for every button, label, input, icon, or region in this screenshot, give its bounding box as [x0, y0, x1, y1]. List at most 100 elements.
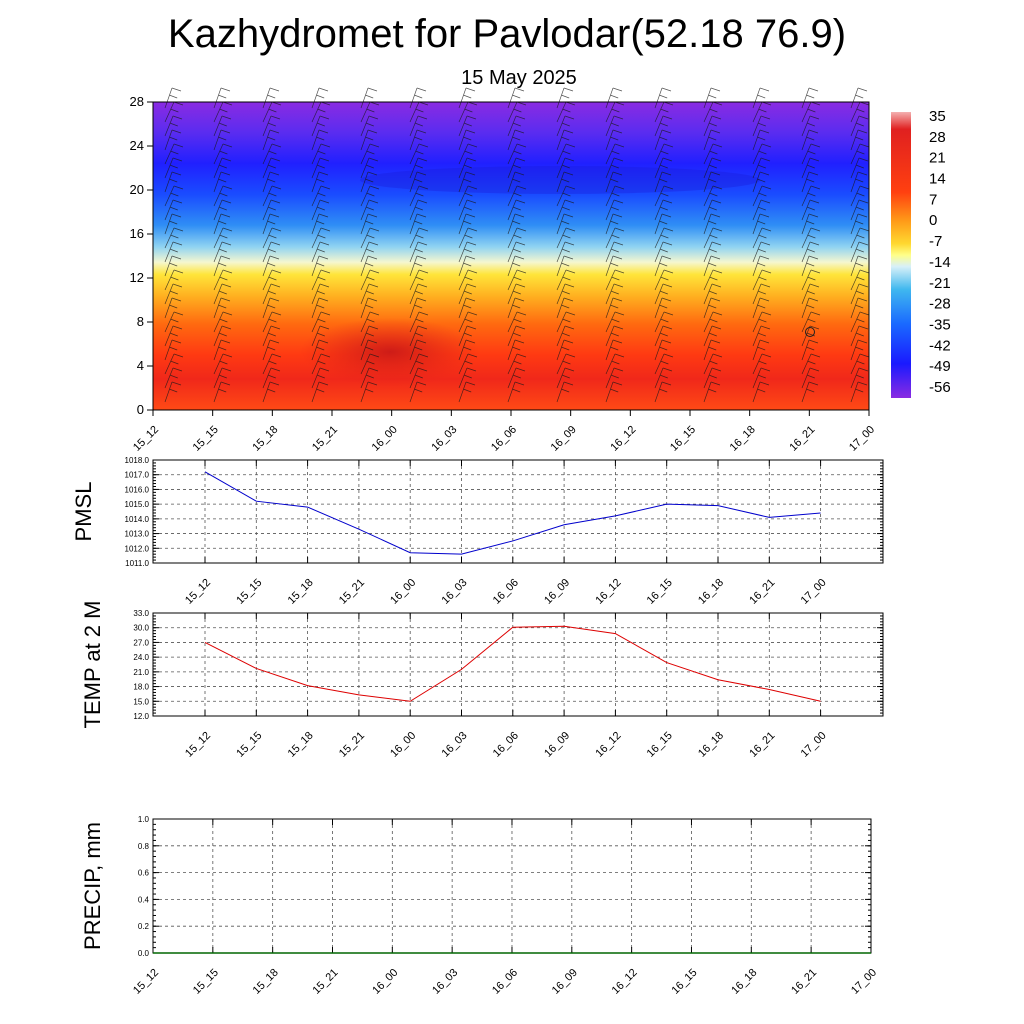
wind-barb	[262, 115, 281, 137]
wind-barb	[262, 227, 282, 249]
wind-barb	[164, 143, 184, 165]
wind-barb	[213, 143, 233, 165]
wind-barb	[605, 311, 625, 333]
wind-barb	[605, 143, 625, 165]
wind-barb	[801, 157, 820, 179]
wind-barb	[801, 269, 821, 291]
wind-barb	[703, 227, 723, 249]
wind-barb	[213, 353, 233, 375]
x-tick-label: 16_21	[787, 424, 817, 454]
wind-barb	[360, 157, 379, 179]
wind-barb	[556, 227, 576, 249]
wind-barb	[262, 311, 282, 333]
wind-barb	[360, 381, 378, 403]
wind-barb	[409, 311, 429, 333]
wind-barb	[458, 255, 476, 277]
wind-barb	[507, 297, 525, 319]
x-tick-label: 16_12	[593, 577, 623, 607]
wind-barb	[752, 185, 772, 207]
wind-barb	[654, 129, 672, 151]
wind-barb	[409, 87, 427, 109]
wind-barb	[507, 325, 526, 347]
warm-core	[300, 318, 480, 386]
wind-barb	[556, 87, 574, 109]
wind-barb	[801, 367, 820, 389]
wind-barb	[850, 255, 868, 277]
wind-barb	[458, 143, 478, 165]
x-tick-label: 16_03	[440, 730, 470, 760]
wind-barb	[409, 381, 427, 403]
x-tick-label: 16_06	[491, 730, 521, 760]
wind-barb	[409, 143, 429, 165]
wind-barb	[556, 311, 576, 333]
wind-barb	[556, 353, 576, 375]
wind-barb	[213, 339, 231, 361]
wind-barb	[360, 199, 379, 221]
wind-barb	[752, 129, 770, 151]
wind-barb	[556, 171, 574, 193]
wind-barb	[311, 87, 329, 109]
wind-barb	[311, 185, 331, 207]
wind-barb	[360, 297, 378, 319]
wind-barb	[213, 283, 232, 305]
x-tick-label: 15_18	[286, 730, 316, 760]
wind-barb	[752, 325, 771, 347]
y-axis-label: TEMP at 2 M	[80, 601, 105, 729]
page-subtitle: 15 May 2025	[461, 67, 577, 89]
wind-barb	[409, 297, 427, 319]
wind-barb	[703, 115, 722, 137]
wind-barb	[311, 255, 329, 277]
wind-barb	[605, 325, 624, 347]
wind-barb	[164, 199, 183, 221]
wind-barb	[164, 171, 182, 193]
wind-barb	[311, 241, 330, 263]
y-tick-label: 0	[137, 402, 144, 417]
wind-barb	[311, 157, 330, 179]
wind-barb	[213, 381, 231, 403]
wind-barb	[409, 255, 427, 277]
wind-barb	[850, 115, 869, 137]
wind-barb	[654, 381, 672, 403]
wind-barb	[458, 157, 477, 179]
wind-barb	[703, 353, 723, 375]
x-tick-label: 15_21	[337, 730, 367, 760]
wind-barb	[213, 199, 232, 221]
wind-barb	[752, 241, 771, 263]
wind-barb	[311, 311, 331, 333]
wind-barb	[654, 199, 673, 221]
wind-barb	[311, 199, 330, 221]
wind-barb	[801, 353, 821, 375]
wind-barb	[801, 213, 819, 235]
x-tick-label: 15_18	[250, 424, 280, 454]
wind-barb	[360, 325, 379, 347]
y-axis-label: PRECIP, mm	[80, 822, 105, 950]
wind-barb	[654, 241, 673, 263]
wind-barb	[605, 297, 623, 319]
wind-barb	[850, 143, 870, 165]
wind-barb	[801, 283, 820, 305]
wind-barb	[213, 241, 232, 263]
wind-barb	[213, 269, 233, 291]
wind-barb	[360, 255, 378, 277]
colorbar-label: -14	[929, 254, 951, 271]
wind-barb	[262, 87, 280, 109]
wind-barb	[850, 283, 869, 305]
wind-barb	[556, 297, 574, 319]
wind-barb	[752, 199, 771, 221]
wind-barb	[507, 227, 527, 249]
wind-barb	[801, 255, 819, 277]
x-tick-label: 16_15	[645, 577, 675, 607]
wind-barb	[605, 367, 624, 389]
wind-barb	[409, 269, 429, 291]
y-tick-label: 24.0	[133, 653, 149, 662]
wind-barb	[458, 227, 478, 249]
wind-barb	[213, 311, 233, 333]
wind-barb	[605, 185, 625, 207]
x-tick-label: 15_12	[131, 967, 161, 997]
wind-barb	[164, 269, 184, 291]
wind-barb	[703, 297, 721, 319]
wind-barb	[164, 255, 182, 277]
wind-barb	[654, 157, 673, 179]
wind-barb	[164, 325, 183, 347]
